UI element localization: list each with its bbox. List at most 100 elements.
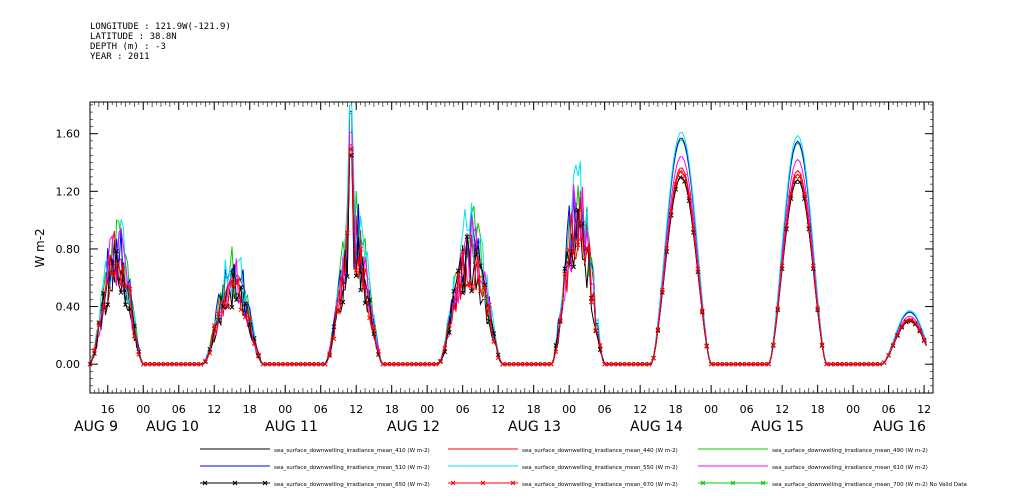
series-marker [309,361,315,367]
series-marker [220,300,226,305]
series-marker [220,304,226,310]
legend-marker [480,480,486,486]
series-marker [793,174,798,179]
x-hour-label: 12 [491,403,505,416]
series-marker [557,317,563,323]
x-hour-label: 06 [172,403,186,416]
y-tick-label: 1.60 [56,128,81,141]
series-marker [127,286,133,292]
series-marker [278,361,284,367]
series-marker [637,361,643,367]
series-marker [447,329,452,335]
longitude-text: LONGITUDE : 121.9W(-121.9) [90,22,231,32]
series-marker [868,361,874,367]
series-marker [114,248,119,254]
series-marker [207,350,213,356]
series-marker [256,352,261,358]
series-marker [748,361,754,367]
series-marker [762,361,767,367]
series-marker [269,361,275,367]
series-marker [708,361,714,367]
series-marker [216,311,222,317]
series-marker [615,361,621,367]
series-marker [380,361,386,367]
series-marker [420,361,426,367]
series-marker [540,361,545,367]
series-line [89,154,927,365]
series-marker [349,146,355,152]
series-marker [628,361,634,367]
y-tick-label: 1.20 [56,185,81,198]
series-marker [486,302,492,308]
series-marker [828,361,834,367]
latitude-text: LATITUDE : 38.8N [90,32,177,42]
legend-label: sea_surface_downwelling_irradiance_mean_… [522,448,678,454]
series-marker [163,361,168,367]
series-marker [358,287,364,293]
series-marker [171,361,177,367]
series-marker [881,360,887,365]
legend-marker [262,480,268,486]
legend-marker [510,480,516,486]
y-tick-label: 0.00 [56,358,81,371]
series-marker [433,361,439,367]
legend-marker [232,480,238,486]
series-marker [744,361,750,367]
series-marker [362,284,368,290]
series-lines [87,104,927,367]
series-marker [553,349,559,355]
series-marker [504,361,510,367]
series-marker [589,299,594,305]
series-marker [300,361,306,367]
legend-label: sea_surface_downwelling_irradiance_mean_… [772,448,928,454]
series-marker [664,245,670,251]
series-marker [872,361,878,367]
series-marker [234,297,239,303]
series-marker [899,323,905,329]
series-marker [344,230,350,236]
x-hour-label: 18 [243,403,257,416]
series-marker [659,287,665,293]
series-marker [522,361,528,367]
series-marker [478,288,483,294]
series-marker [509,361,514,367]
series-marker [642,361,647,367]
series-marker [327,351,332,356]
series-marker [473,252,479,258]
series-marker [473,263,479,268]
axis-ticks [89,102,934,394]
x-hour-label: 16 [101,403,115,416]
x-hour-label: 18 [527,403,541,416]
series-marker [753,361,758,367]
series-marker [691,226,696,231]
series-marker [367,315,372,321]
series-marker [535,361,541,367]
series-marker [544,361,550,367]
series-marker [407,361,412,367]
series-marker [735,361,741,367]
series-marker [611,361,616,367]
series-marker [597,342,603,348]
series-marker [908,317,914,323]
legend-marker [730,480,736,486]
series-marker [100,303,106,309]
series-marker [500,361,505,367]
series-marker [846,361,852,367]
legend-label: sea_surface_downwelling_irradiance_mean_… [772,465,928,471]
series-marker [797,174,803,179]
x-hour-label: 00 [704,403,718,416]
series-marker [123,302,128,307]
series-marker [318,361,324,367]
series-marker [624,361,630,367]
series-marker [726,361,732,367]
series-marker [149,361,155,367]
x-day-label: AUG 10 [146,419,199,435]
series-marker [393,361,399,367]
series-marker [841,361,847,367]
series-marker [389,361,395,367]
legend-marker [450,480,456,486]
series-marker [513,361,519,367]
series-marker [287,361,293,367]
series-marker [273,361,279,367]
series-marker [806,222,812,228]
